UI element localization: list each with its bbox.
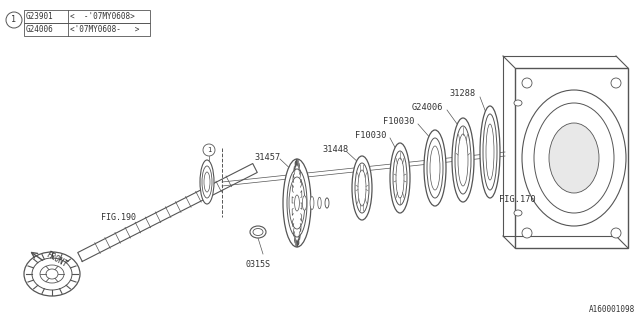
Ellipse shape — [325, 198, 329, 208]
Ellipse shape — [24, 252, 80, 296]
Text: G24006: G24006 — [412, 103, 444, 113]
Ellipse shape — [253, 228, 263, 236]
Ellipse shape — [390, 143, 410, 213]
Ellipse shape — [302, 196, 307, 210]
Ellipse shape — [427, 138, 443, 198]
Text: 31457: 31457 — [254, 153, 280, 162]
Ellipse shape — [250, 226, 266, 238]
Text: 1: 1 — [207, 147, 211, 153]
Ellipse shape — [455, 126, 471, 194]
Ellipse shape — [287, 169, 307, 237]
Text: 1: 1 — [12, 15, 17, 25]
Ellipse shape — [534, 103, 614, 213]
Circle shape — [611, 228, 621, 238]
Ellipse shape — [352, 156, 372, 220]
Ellipse shape — [294, 195, 300, 211]
Text: 0315S: 0315S — [246, 260, 271, 269]
Bar — [24, 23, 150, 36]
Ellipse shape — [486, 124, 494, 180]
Ellipse shape — [202, 166, 212, 198]
Text: 31288: 31288 — [449, 90, 476, 99]
Text: <'07MY0608-   >: <'07MY0608- > — [70, 25, 140, 34]
Bar — [515, 68, 628, 248]
Ellipse shape — [424, 130, 446, 206]
Ellipse shape — [204, 172, 210, 192]
Text: G23901: G23901 — [26, 12, 54, 21]
Text: FIG.170: FIG.170 — [499, 196, 536, 204]
Circle shape — [522, 78, 532, 88]
Text: FRONT: FRONT — [44, 250, 68, 269]
Ellipse shape — [32, 258, 72, 290]
Text: G24006: G24006 — [26, 25, 54, 34]
Circle shape — [611, 78, 621, 88]
Ellipse shape — [522, 90, 626, 226]
Ellipse shape — [430, 146, 440, 190]
Ellipse shape — [318, 197, 321, 209]
Ellipse shape — [514, 100, 522, 106]
Ellipse shape — [200, 160, 214, 204]
Ellipse shape — [458, 134, 468, 186]
Ellipse shape — [326, 198, 328, 208]
Circle shape — [522, 228, 532, 238]
Ellipse shape — [549, 123, 599, 193]
Bar — [24, 10, 150, 23]
Text: F10030: F10030 — [383, 117, 415, 126]
Ellipse shape — [396, 158, 404, 198]
Ellipse shape — [46, 269, 58, 279]
Ellipse shape — [452, 118, 474, 202]
Text: F10030: F10030 — [355, 132, 387, 140]
Ellipse shape — [355, 163, 369, 213]
Ellipse shape — [514, 210, 522, 216]
Ellipse shape — [358, 170, 366, 206]
Ellipse shape — [289, 177, 305, 229]
Ellipse shape — [283, 159, 311, 247]
Ellipse shape — [310, 196, 314, 210]
Ellipse shape — [480, 106, 500, 198]
Text: A160001098: A160001098 — [589, 305, 635, 314]
Polygon shape — [503, 56, 628, 236]
Text: 31448: 31448 — [322, 146, 348, 155]
Ellipse shape — [393, 151, 407, 205]
Ellipse shape — [483, 114, 497, 190]
Text: FIG.190: FIG.190 — [100, 213, 136, 222]
Text: <  -'07MY0608>: < -'07MY0608> — [70, 12, 135, 21]
Ellipse shape — [40, 265, 64, 283]
Polygon shape — [77, 164, 257, 261]
